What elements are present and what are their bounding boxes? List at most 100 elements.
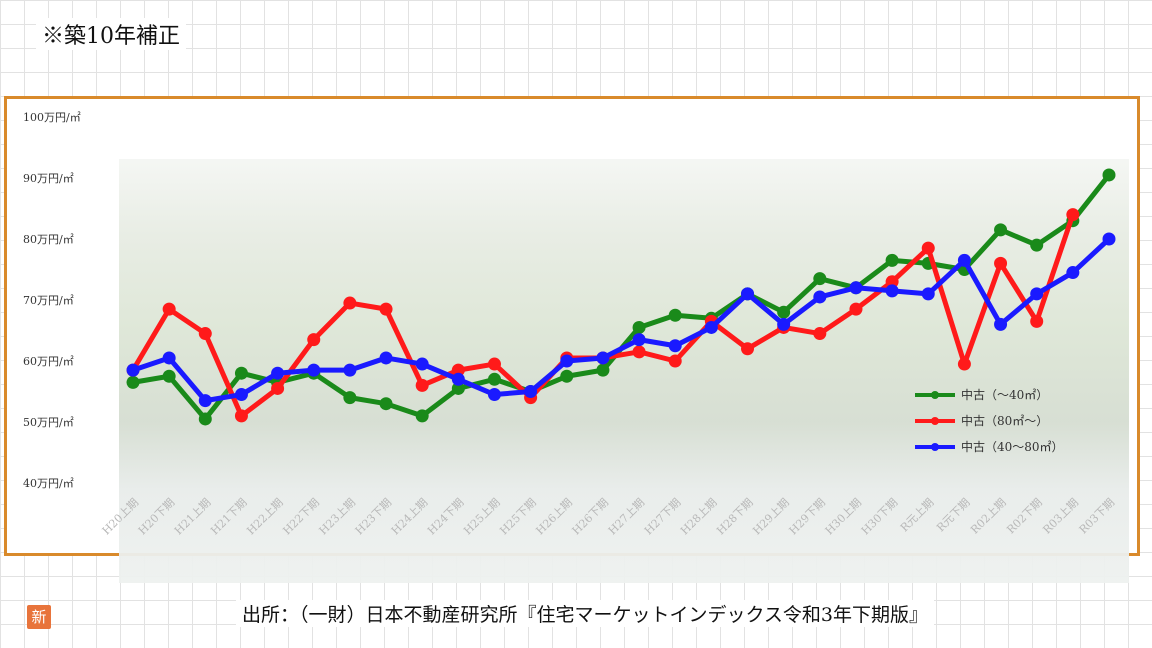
data-point-1 [271,381,285,395]
x-tick-label: R03上期 [1040,496,1081,537]
x-tick-label: H24下期 [425,496,466,537]
x-tick-label: R元下期 [934,496,972,534]
data-point-0 [415,409,429,423]
y-tick-label: 40万円/㎡ [23,477,74,490]
legend-label: 中古（～40㎡） [961,387,1048,402]
legend-swatch-marker [931,391,939,399]
data-point-2 [632,333,646,347]
x-tick-label: H27下期 [642,496,683,537]
data-point-0 [162,369,176,383]
data-point-2 [162,351,176,365]
legend-label: 中古（40～80㎡） [961,439,1064,454]
data-point-0 [234,366,248,380]
data-point-2 [994,317,1008,331]
data-point-0 [487,372,501,386]
y-tick-label: 100万円/㎡ [23,111,81,124]
data-point-2 [343,363,357,377]
data-point-2 [307,363,321,377]
x-tick-label: H20上期 [100,496,141,537]
x-tick-label: H25上期 [461,496,502,537]
data-point-1 [849,302,863,316]
data-point-2 [1030,287,1044,301]
data-point-2 [668,339,682,353]
legend-label: 中古（80㎡～） [961,413,1048,428]
series-line-2 [132,237,1111,404]
data-point-1 [957,357,971,371]
x-tick-label: H30上期 [823,496,864,537]
legend-swatch-marker [931,417,939,425]
data-point-1 [162,302,176,316]
data-point-2 [1102,232,1116,246]
data-point-0 [1030,238,1044,252]
data-point-2 [596,351,610,365]
data-point-0 [885,253,899,267]
data-point-0 [777,305,791,319]
data-point-1 [343,296,357,310]
data-point-1 [415,378,429,392]
y-tick-label: 70万円/㎡ [23,294,74,307]
x-tick-label: H21下期 [208,496,249,537]
data-point-0 [994,223,1008,237]
data-point-0 [668,308,682,322]
data-point-2 [379,351,393,365]
data-point-0 [596,363,610,377]
x-tick-label: H22上期 [244,496,285,537]
data-point-2 [234,388,248,402]
x-tick-label: H24上期 [389,496,430,537]
data-point-1 [668,354,682,368]
note-text: ※築10年補正 [36,18,186,50]
x-tick-label: H21上期 [172,496,213,537]
source-credit: 出所：（一財）日本不動産研究所『住宅マーケットインデックス令和3年下期版』 [236,600,935,627]
data-point-2 [1066,266,1080,280]
data-point-1 [632,345,646,359]
y-tick-label: 60万円/㎡ [23,355,74,368]
data-point-1 [379,302,393,316]
data-point-2 [126,363,140,377]
x-tick-label: H28下期 [714,496,755,537]
legend-swatch-marker [931,443,939,451]
line-chart: 100万円/㎡ 90万円/㎡ 80万円/㎡ 70万円/㎡ 60万円/㎡ 50万円/㎡ 40万… [23,111,1118,537]
x-tick-label: H28上期 [678,496,719,537]
data-point-2 [198,394,212,408]
x-tick-label: H29上期 [750,496,791,537]
x-tick-label: H30下期 [859,496,900,537]
data-point-1 [994,256,1008,270]
data-point-0 [560,369,574,383]
x-tick-label: H23上期 [317,496,358,537]
data-point-0 [1102,168,1116,182]
x-tick-label: H29下期 [787,496,828,537]
data-point-1 [1066,208,1080,222]
data-point-1 [234,409,248,423]
data-point-2 [560,354,574,368]
x-tick-label: H23下期 [353,496,394,537]
data-point-0 [813,272,827,286]
x-tick-label: H25下期 [497,496,538,537]
x-tick-label: H26下期 [570,496,611,537]
logo-stamp: 新 [27,605,51,629]
y-tick-label: 80万円/㎡ [23,233,74,246]
data-point-2 [451,372,465,386]
data-point-1 [813,327,827,341]
data-point-0 [343,391,357,405]
data-point-2 [415,357,429,371]
x-tick-label: H27上期 [606,496,647,537]
x-tick-label: R02上期 [968,496,1009,537]
data-point-1 [885,275,899,289]
x-tick-label: R元上期 [898,496,936,534]
data-point-0 [451,381,465,395]
x-tick-label: R02下期 [1004,496,1045,537]
data-point-2 [777,317,791,331]
data-point-2 [849,281,863,295]
chart-frame: 100万円/㎡ 90万円/㎡ 80万円/㎡ 70万円/㎡ 60万円/㎡ 50万円/㎡ 40万… [4,96,1140,629]
data-point-1 [741,342,755,356]
data-point-0 [126,375,140,389]
data-point-0 [632,320,646,334]
x-tick-label: R03下期 [1077,496,1118,537]
data-point-1 [1030,314,1044,328]
data-point-0 [379,397,393,411]
data-point-1 [451,363,465,377]
data-point-2 [524,385,538,398]
data-point-2 [813,290,827,304]
data-point-1 [921,241,935,255]
data-point-1 [487,357,501,371]
